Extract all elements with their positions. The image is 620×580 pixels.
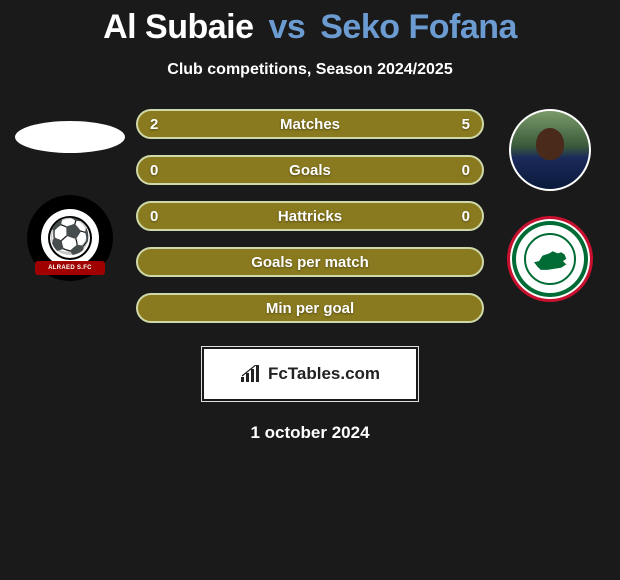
left-column: ALRAED S.FC bbox=[10, 109, 130, 281]
stat-bar-hattricks: 0 Hattricks 0 bbox=[136, 201, 484, 231]
fctables-logo[interactable]: FcTables.com bbox=[202, 347, 418, 401]
stat-bar-min-per-goal: Min per goal bbox=[136, 293, 484, 323]
player2-avatar bbox=[509, 109, 591, 191]
stat-bars: 2 Matches 5 0 Goals 0 0 Hattricks 0 Goal… bbox=[136, 109, 484, 323]
logo-text: FcTables.com bbox=[268, 364, 380, 384]
stat-label: Min per goal bbox=[266, 300, 354, 317]
stat-bar-matches: 2 Matches 5 bbox=[136, 109, 484, 139]
stat-left-value: 0 bbox=[150, 162, 158, 179]
page-title: Al Subaie vs Seko Fofana bbox=[0, 0, 620, 47]
stat-left-value: 0 bbox=[150, 208, 158, 225]
stat-bar-goals: 0 Goals 0 bbox=[136, 155, 484, 185]
stat-label: Matches bbox=[280, 116, 340, 133]
stat-label: Goals per match bbox=[251, 254, 369, 271]
vs-label: vs bbox=[268, 8, 305, 46]
stat-bar-goals-per-match: Goals per match bbox=[136, 247, 484, 277]
stat-label: Goals bbox=[289, 162, 331, 179]
stat-label: Hattricks bbox=[278, 208, 342, 225]
stat-right-value: 0 bbox=[462, 162, 470, 179]
bar-chart-icon bbox=[240, 365, 262, 383]
player2-name: Seko Fofana bbox=[320, 8, 517, 46]
right-column bbox=[490, 109, 610, 302]
player1-name: Al Subaie bbox=[103, 8, 253, 46]
comparison-content: ALRAED S.FC 2 Matches 5 0 Goals 0 0 Hatt… bbox=[0, 109, 620, 443]
stat-left-value: 2 bbox=[150, 116, 158, 133]
subtitle: Club competitions, Season 2024/2025 bbox=[0, 61, 620, 79]
club1-name-band: ALRAED S.FC bbox=[35, 261, 105, 275]
player1-club-badge: ALRAED S.FC bbox=[27, 195, 113, 281]
soccer-ball-icon bbox=[41, 209, 99, 267]
player1-avatar bbox=[15, 121, 125, 153]
stat-right-value: 0 bbox=[462, 208, 470, 225]
date-label: 1 october 2024 bbox=[0, 423, 620, 443]
horse-icon bbox=[524, 233, 576, 285]
player2-club-badge bbox=[507, 216, 593, 302]
stat-right-value: 5 bbox=[462, 116, 470, 133]
